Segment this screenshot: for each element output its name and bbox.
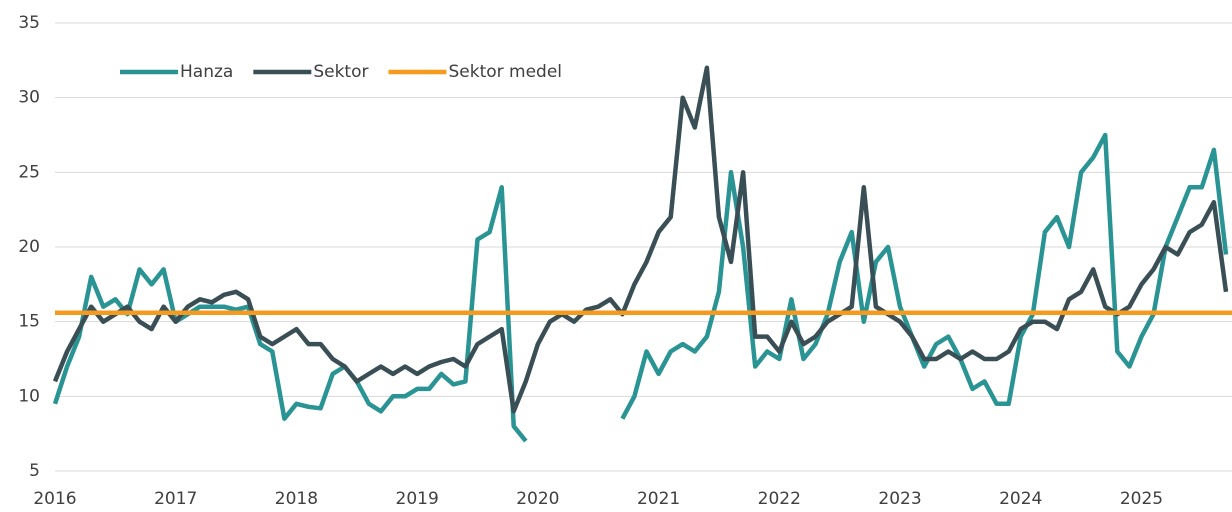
y-tick-label: 5 <box>29 461 40 481</box>
x-tick-label: 2017 <box>154 489 197 509</box>
y-tick-label: 30 <box>18 88 40 108</box>
x-tick-label: 2020 <box>516 489 559 509</box>
y-tick-label: 15 <box>18 312 40 332</box>
y-tick-label: 20 <box>18 237 40 257</box>
x-tick-label: 2024 <box>999 489 1042 509</box>
x-tick-label: 2016 <box>33 489 76 509</box>
legend-label: Hanza <box>180 62 233 82</box>
y-tick-label: 35 <box>18 13 40 33</box>
x-tick-label: 2019 <box>396 489 439 509</box>
legend-label: Sektor medel <box>448 62 562 82</box>
y-tick-label: 10 <box>18 386 40 406</box>
legend-label: Sektor <box>313 62 368 82</box>
x-tick-label: 2025 <box>1120 489 1163 509</box>
x-tick-label: 2021 <box>637 489 680 509</box>
x-tick-label: 2018 <box>275 489 318 509</box>
series-line <box>52 65 1229 414</box>
y-tick-label: 25 <box>18 162 40 182</box>
x-tick-label: 2022 <box>758 489 801 509</box>
x-tick-label: 2023 <box>878 489 921 509</box>
series-line <box>52 132 1229 443</box>
